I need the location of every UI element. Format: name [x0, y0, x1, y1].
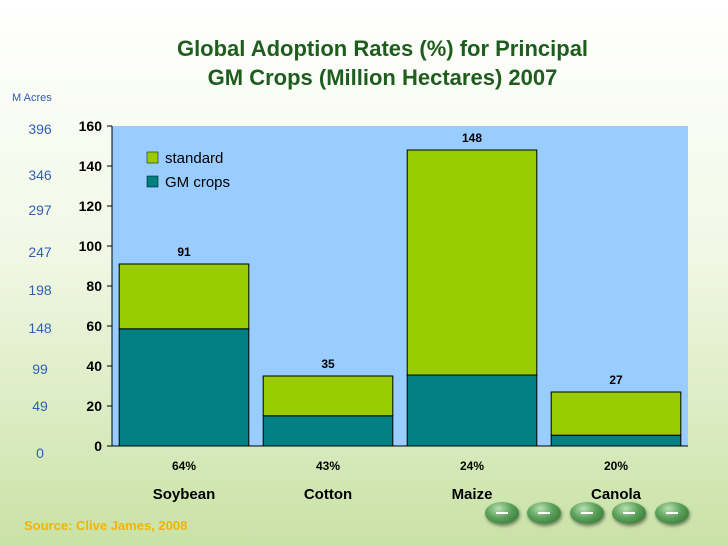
adoption-rate-label: 64%	[172, 459, 196, 473]
bar-standard	[118, 263, 250, 330]
bar-total-label: 27	[609, 373, 623, 387]
secondary-axis-tick-label: 346	[28, 167, 52, 183]
y-tick-label: 100	[79, 238, 103, 254]
legend: standard GM crops	[146, 150, 230, 191]
adoption-rate-label: 20%	[604, 459, 628, 473]
source-note: Source: Clive James, 2008	[24, 518, 188, 533]
y-tick-label: 80	[86, 278, 102, 294]
x-tick-label: Maize	[452, 486, 493, 503]
secondary-axis-tick-label: 148	[28, 320, 52, 336]
bar-standard	[262, 375, 394, 417]
chart-title: Global Adoption Rates (%) for Principal …	[110, 34, 655, 92]
secondary-axis-tick-label: 49	[32, 398, 48, 414]
bars	[118, 149, 682, 447]
x-tick-label: Cotton	[304, 486, 352, 503]
adoption-rate-label: 43%	[316, 459, 340, 473]
legend-label: GM crops	[165, 174, 230, 191]
x-axis: 64% Soybean 43% Cotton 24% Maize 20% Canola	[112, 445, 688, 503]
y-tick-label: 40	[86, 358, 102, 374]
nav-button-icon[interactable]	[485, 502, 519, 524]
y-tick-label: 0	[94, 438, 102, 454]
bar-standard	[550, 391, 682, 436]
nav-button-icon[interactable]	[527, 502, 561, 524]
bar-gm-crops	[406, 374, 538, 447]
legend-swatch	[146, 151, 159, 164]
y-tick-label: 140	[79, 158, 103, 174]
chart-title-line2: GM Crops (Million Hectares) 2007	[207, 65, 558, 90]
y-tick-label: 60	[86, 318, 102, 334]
bar-total-label: 148	[462, 131, 482, 145]
secondary-axis-tick-label: 99	[32, 361, 48, 377]
bar-gm-crops	[262, 415, 394, 447]
nav-button-icon[interactable]	[655, 502, 689, 524]
y-axis: 0 20 40 60 80 100 120 140 160	[79, 118, 113, 454]
secondary-axis-tick-label: 396	[28, 121, 52, 137]
y-tick-label: 120	[79, 198, 103, 214]
adoption-rate-label: 24%	[460, 459, 484, 473]
bar-gm-crops	[550, 434, 682, 447]
bar-standard	[406, 149, 538, 376]
secondary-axis-tick-label: 247	[28, 244, 52, 260]
secondary-axis-tick-label: 0	[36, 445, 44, 461]
legend-swatch	[146, 175, 159, 188]
x-tick-label: Soybean	[153, 486, 216, 503]
y-tick-label: 20	[86, 398, 102, 414]
bar-gm-crops	[118, 328, 250, 447]
nav-button-icon[interactable]	[612, 502, 646, 524]
secondary-axis-tick-label: 297	[28, 202, 52, 218]
bar-total-label: 91	[177, 245, 191, 259]
secondary-axis-label: M Acres	[12, 92, 52, 104]
x-tick-label: Canola	[591, 486, 642, 503]
secondary-axis-tick-label: 198	[28, 282, 52, 298]
chart-title-line1: Global Adoption Rates (%) for Principal	[176, 36, 589, 61]
data-labels: 91 35 148 27	[177, 131, 623, 387]
bar-total-label: 35	[321, 357, 335, 371]
legend-label: standard	[165, 150, 223, 167]
nav-button-icon[interactable]	[570, 502, 604, 524]
y-tick-label: 160	[79, 118, 103, 134]
